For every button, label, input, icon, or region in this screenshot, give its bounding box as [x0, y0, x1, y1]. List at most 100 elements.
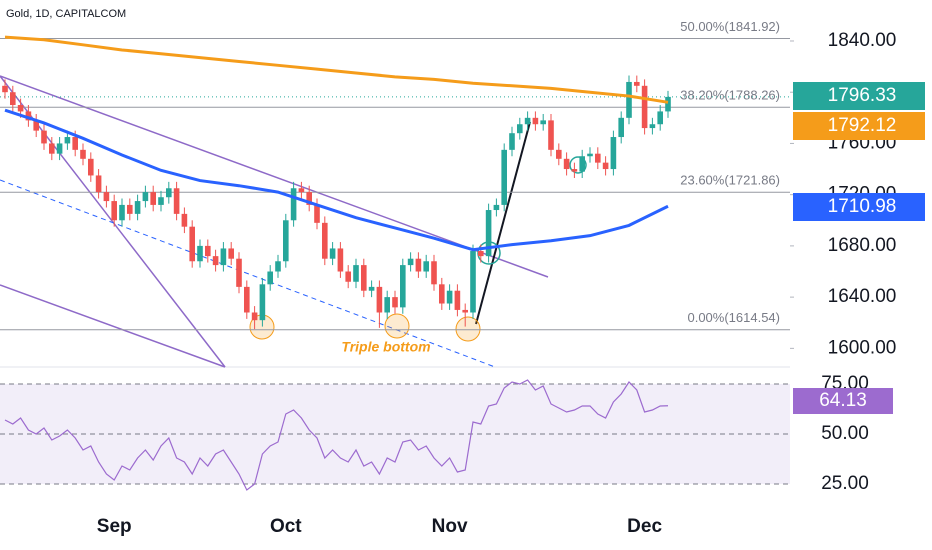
candle-body [127, 204, 133, 214]
bottom-marker [455, 316, 481, 342]
candle-body [353, 265, 359, 282]
candle-body [337, 248, 344, 272]
candle-body [212, 256, 219, 266]
fib-label: 38.20%(1788.26) [680, 88, 780, 103]
candle-body [665, 96, 671, 112]
candle-body [41, 130, 47, 144]
candle-body [454, 290, 461, 310]
candle-body [181, 213, 188, 227]
candle-body [478, 251, 484, 257]
candle-body [376, 286, 383, 313]
candle-body [150, 192, 156, 205]
candle-body [595, 153, 601, 163]
candle-body [649, 124, 656, 129]
candle-body [111, 201, 117, 221]
candle-body [400, 265, 406, 308]
candle-body [189, 226, 195, 262]
candle-body [314, 204, 320, 223]
candle-body [166, 188, 172, 198]
candle-body [579, 156, 585, 172]
fib-label: 23.60%(1721.86) [680, 173, 780, 188]
candle-body [384, 297, 390, 313]
candle-body [267, 271, 273, 285]
candle-body [602, 162, 609, 170]
candle-body [306, 192, 312, 205]
candle-body [259, 284, 266, 321]
candle-body [228, 248, 234, 259]
candle-body [119, 204, 125, 221]
candle-body [33, 120, 39, 131]
candle-body [657, 111, 663, 125]
candle-body [64, 137, 71, 144]
moving-average [4, 108, 669, 252]
price-tag-label: 1792.12 [828, 115, 897, 136]
rsi-tag [793, 388, 893, 414]
candle-body [501, 149, 507, 205]
price-tag-label: 1796.33 [828, 85, 897, 106]
x-tick-label: Dec [627, 516, 662, 537]
candle-body [158, 197, 164, 205]
candle-body [290, 188, 297, 221]
candle-body [517, 124, 523, 134]
moving-average [4, 35, 669, 104]
candle-body [298, 188, 305, 193]
candle-body [345, 271, 351, 282]
x-tick-label: Nov [432, 516, 468, 537]
candle-body [56, 143, 63, 154]
channel-lower [0, 284, 226, 368]
candle-body [25, 111, 32, 121]
candle-body [548, 120, 554, 150]
fib-label: 50.00%(1841.92) [680, 19, 780, 34]
candle-body [587, 153, 593, 157]
candle-body [563, 158, 570, 170]
candle-body [610, 137, 617, 170]
candle-body [462, 309, 468, 313]
candle-body [142, 192, 149, 202]
chart-title: Gold, 1D, CAPITALCOM [6, 8, 126, 20]
bottom-marker [384, 313, 410, 339]
y-tick-label: 1600.00 [828, 337, 897, 358]
y-tick-label: 1680.00 [828, 235, 897, 256]
candle-body [524, 117, 531, 125]
candle-body [251, 312, 258, 321]
candle-body [509, 133, 515, 150]
x-tick-label: Oct [270, 516, 302, 537]
candle-body [368, 286, 375, 291]
price-tag-label: 1710.98 [828, 196, 897, 217]
candle-body [103, 192, 110, 202]
rsi-tag-label: 64.13 [819, 390, 867, 411]
candle-body [197, 245, 203, 262]
candle-body [72, 137, 78, 150]
candle-body [236, 258, 242, 287]
candle-body [423, 261, 429, 272]
candle-body [80, 149, 86, 159]
candle-body [283, 220, 289, 262]
fib-label: 0.00%(1614.54) [687, 310, 780, 325]
rsi-line [4, 379, 669, 491]
candle-body [205, 245, 211, 257]
annotation: Triple bottom [341, 339, 430, 355]
candle-body [17, 105, 24, 112]
price-tag [793, 112, 925, 140]
candle-body [532, 117, 539, 125]
x-tick-label: Sep [97, 516, 132, 537]
candle-body [626, 81, 632, 118]
price-tag [793, 82, 925, 110]
candle-body [446, 290, 453, 304]
candle-body [641, 85, 648, 129]
candle-body [88, 158, 94, 176]
candle-body [173, 188, 180, 214]
channel-mid [0, 179, 496, 368]
candle-body [439, 284, 445, 304]
y-tick-label: 1840.00 [828, 30, 897, 51]
candle-body [415, 258, 422, 272]
candle-body [95, 175, 102, 193]
candle-body [134, 201, 141, 214]
cross-marker [569, 156, 587, 174]
candle-body [361, 265, 367, 291]
candle-body [244, 286, 250, 313]
candle-body [2, 85, 8, 93]
candle-body [220, 248, 227, 266]
